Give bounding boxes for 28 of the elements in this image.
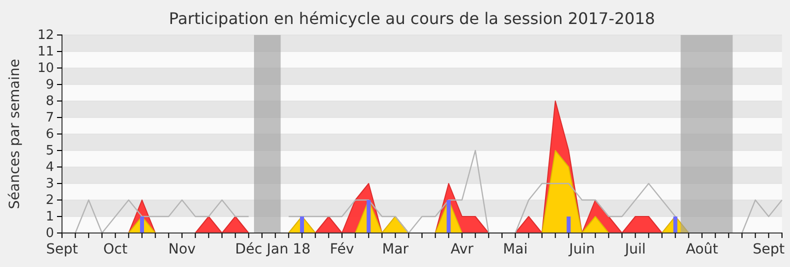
x-tick-label: Oct xyxy=(103,242,128,258)
x-tick-label: Mai xyxy=(503,242,528,258)
y-tick-label: 7 xyxy=(46,110,54,126)
x-tick-label: Jan 18 xyxy=(266,242,311,258)
y-tick-label: 9 xyxy=(46,78,54,93)
y-tick-label: 4 xyxy=(46,160,54,176)
x-tick-label: Juil xyxy=(624,242,646,258)
x-tick-label: Sept xyxy=(46,242,78,258)
x-tick-label: Nov xyxy=(168,242,196,258)
x-tick-label: Sept xyxy=(752,242,786,258)
chart-title: Participation en hémicycle au cours de la session 2017-2018 xyxy=(168,9,656,28)
y-tick-label: 6 xyxy=(46,127,54,142)
y-tick-label: 10 xyxy=(37,61,54,76)
y-tick-label: 1 xyxy=(46,210,54,225)
y-axis-title: Séances par semaine xyxy=(7,58,23,210)
x-tick-label: Fév xyxy=(330,242,354,258)
x-tick-label: Juin xyxy=(568,242,595,258)
y-tick-label: 3 xyxy=(46,176,54,192)
y-tick-label: 0 xyxy=(46,226,54,242)
x-tick-label: Déc xyxy=(235,242,262,258)
x-tick-label: Août xyxy=(686,242,719,258)
y-tick-label: 12 xyxy=(37,28,54,44)
y-tick-label: 2 xyxy=(46,193,54,208)
x-tick-label: Avr xyxy=(450,242,474,258)
y-tick-label: 8 xyxy=(46,94,54,110)
y-tick-label: 5 xyxy=(46,144,54,159)
x-tick-label: Mar xyxy=(382,242,409,258)
y-tick-label: 11 xyxy=(37,44,54,60)
